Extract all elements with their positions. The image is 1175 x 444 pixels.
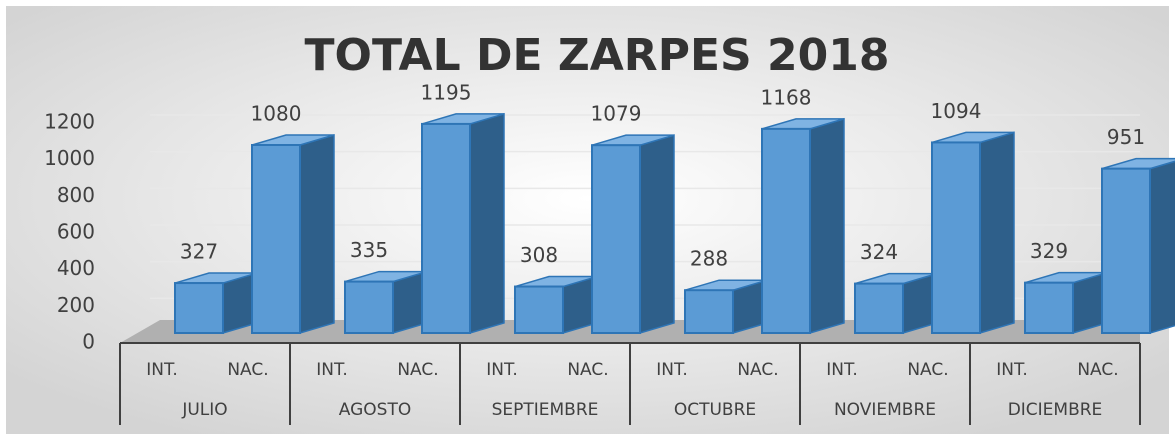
x-tick-label: NAC. [397,360,438,380]
x-tick-label: INT. [996,360,1028,380]
data-label: 329 [1030,239,1068,263]
chart-title: TOTAL DE ZARPES 2018 [305,30,890,81]
bar [514,285,564,334]
x-tick-label: INT. [486,360,518,380]
data-label: 324 [860,240,898,264]
bar-side [809,117,845,335]
y-tick-label: 0 [82,330,95,354]
bar-side [469,112,505,335]
data-label: 951 [1107,125,1145,149]
bar-side [299,133,335,335]
data-label: 1168 [761,85,812,109]
x-tick-label: NAC. [227,360,268,380]
group-label: OCTUBRE [674,400,756,420]
y-tick-label: 200 [57,293,95,317]
x-tick-label: NAC. [907,360,948,380]
bar [931,141,981,334]
bar [761,127,811,334]
x-tick-label: INT. [656,360,688,380]
data-label: 1079 [591,102,642,126]
y-tick-label: 800 [57,183,95,207]
bar-side [1149,160,1175,335]
group-label: AGOSTO [339,400,411,420]
bar [854,282,904,335]
x-tick-label: NAC. [737,360,778,380]
group-label: DICIEMBRE [1008,400,1103,420]
data-label: 1195 [421,80,472,104]
x-tick-label: INT. [146,360,178,380]
group-label: SEPTIEMBRE [492,400,599,420]
data-label: 308 [520,243,558,267]
bar-side [979,131,1015,335]
bar [1101,167,1151,334]
x-tick-label: INT. [826,360,858,380]
x-tick-label: NAC. [1077,360,1118,380]
data-label: 327 [180,240,218,264]
bar-side [639,134,675,335]
y-tick-label: 600 [57,220,95,244]
bar [421,122,471,334]
data-label: 335 [350,238,388,262]
data-label: 1080 [251,102,302,126]
bar [174,282,224,334]
y-tick-label: 400 [57,256,95,280]
x-tick-label: INT. [316,360,348,380]
bar [591,144,641,334]
data-label: 288 [690,247,728,271]
y-tick-label: 1000 [44,146,95,170]
bar [344,280,394,335]
group-label: JULIO [181,400,227,420]
x-tick-label: NAC. [567,360,608,380]
bar [251,144,301,334]
bar [684,289,734,335]
data-label: 1094 [931,99,982,123]
group-label: NOVIEMBRE [834,400,936,420]
y-tick-label: 1200 [44,110,95,134]
bar [1024,281,1074,334]
